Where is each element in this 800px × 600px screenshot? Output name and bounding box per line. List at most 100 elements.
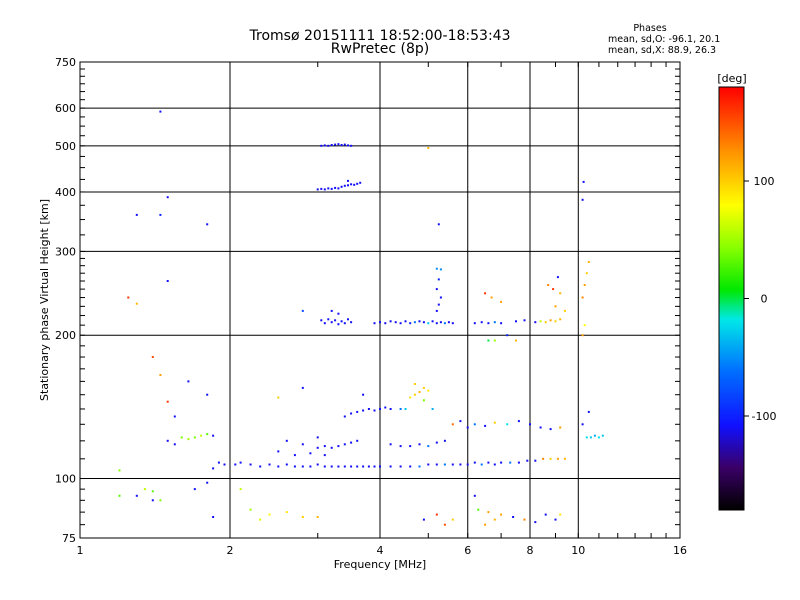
data-point <box>512 516 515 518</box>
data-point <box>187 380 190 383</box>
data-point <box>427 463 430 466</box>
data-point <box>239 461 242 464</box>
phase-x-stats: mean, sd,X: 88.9, 26.3 <box>608 45 716 56</box>
data-point <box>443 523 446 526</box>
data-point <box>484 424 487 427</box>
data-point <box>330 187 333 190</box>
data-point <box>597 436 600 439</box>
x-tick-label: 10 <box>571 544 585 557</box>
data-point <box>413 321 416 324</box>
data-point <box>323 144 326 147</box>
data-point <box>506 423 509 426</box>
data-point <box>337 312 340 315</box>
x-tick-label: 6 <box>464 544 471 557</box>
data-point <box>493 339 496 342</box>
data-point <box>484 523 487 526</box>
data-point <box>301 443 304 446</box>
data-point <box>223 463 226 466</box>
data-point <box>151 499 154 502</box>
data-point <box>427 389 430 392</box>
data-point <box>343 443 346 446</box>
data-point <box>394 321 397 324</box>
data-point <box>544 321 547 324</box>
data-point <box>350 144 353 147</box>
data-point <box>523 319 526 322</box>
data-point <box>151 356 154 358</box>
data-point <box>389 465 392 468</box>
data-point <box>373 322 376 325</box>
data-point <box>350 465 353 468</box>
y-axis-label: Stationary phase Virtual Height [km] <box>38 199 51 401</box>
data-point <box>559 292 562 295</box>
data-point <box>379 321 381 324</box>
data-point <box>373 409 376 412</box>
data-point <box>379 465 381 468</box>
data-point <box>556 457 559 460</box>
data-point <box>239 488 242 491</box>
data-point <box>409 322 412 325</box>
data-point <box>435 288 438 291</box>
data-point <box>515 339 517 342</box>
data-point <box>350 412 353 415</box>
data-point <box>330 446 333 449</box>
colorbar-tick-label: 100 <box>754 175 775 188</box>
data-point <box>330 465 333 468</box>
data-point <box>439 296 442 299</box>
data-point <box>459 463 462 466</box>
data-point <box>451 463 454 466</box>
data-point <box>559 426 562 429</box>
data-point <box>159 213 162 216</box>
data-point <box>135 494 138 497</box>
data-point <box>334 143 337 146</box>
data-point <box>439 321 442 324</box>
data-point <box>330 309 333 312</box>
data-point <box>249 508 252 511</box>
data-point <box>515 320 517 323</box>
data-point <box>480 321 483 324</box>
data-point <box>422 399 425 402</box>
data-point <box>413 383 416 385</box>
data-point <box>437 278 440 281</box>
data-point <box>487 339 490 342</box>
data-point <box>585 436 588 439</box>
data-point <box>587 410 590 413</box>
data-point <box>581 296 584 299</box>
data-point <box>362 465 365 468</box>
y-tick-label: 300 <box>55 245 76 258</box>
data-point <box>173 443 176 446</box>
x-axis-label: Frequency [MHz] <box>334 558 426 571</box>
data-point <box>539 426 542 429</box>
data-point <box>404 320 407 323</box>
data-point <box>563 309 566 312</box>
data-point <box>373 465 376 468</box>
data-point <box>277 465 280 468</box>
data-point <box>427 146 430 149</box>
data-point <box>422 321 425 324</box>
data-point <box>389 408 392 410</box>
data-point <box>559 318 562 321</box>
data-point <box>427 445 430 448</box>
data-point <box>301 386 304 389</box>
data-point <box>212 467 215 470</box>
data-point <box>473 461 476 464</box>
data-point <box>431 408 434 410</box>
data-point <box>517 420 520 423</box>
data-point <box>334 186 337 189</box>
data-point <box>316 446 319 449</box>
data-point <box>413 393 416 396</box>
colorbar <box>718 86 745 511</box>
data-point <box>206 393 209 396</box>
data-point <box>389 320 392 323</box>
data-point <box>193 488 196 491</box>
data-point <box>544 513 547 516</box>
data-point <box>249 463 252 466</box>
data-point <box>259 465 262 468</box>
data-point <box>301 516 304 518</box>
data-point <box>327 318 330 321</box>
data-point <box>554 305 557 308</box>
data-point <box>353 183 356 186</box>
data-point <box>601 434 604 437</box>
data-point <box>309 465 312 468</box>
data-point <box>500 513 503 516</box>
data-point <box>356 465 359 468</box>
